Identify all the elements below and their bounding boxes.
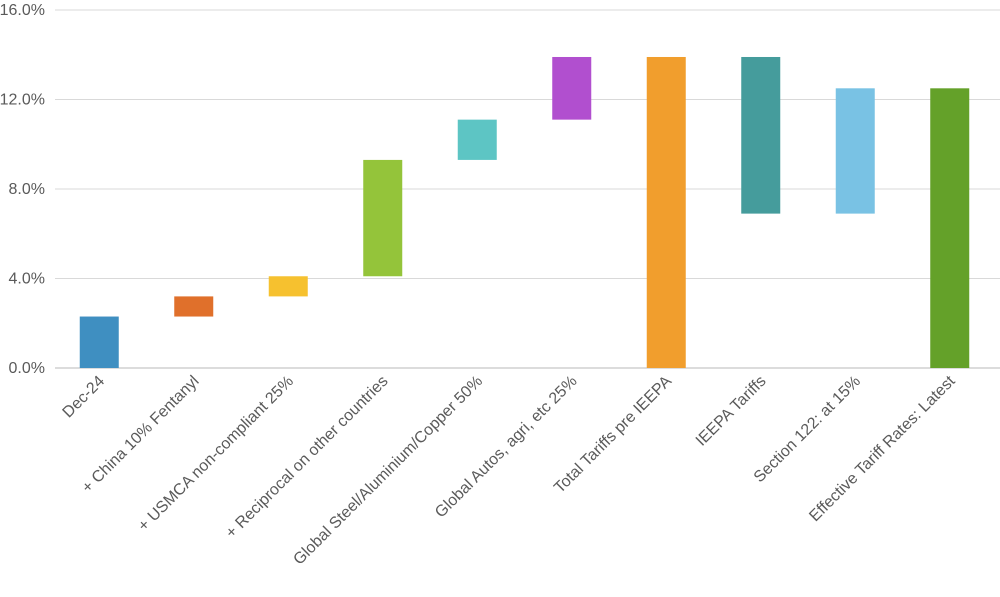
x-category-label: Section 122: at 15%: [751, 373, 864, 486]
bar: [552, 56, 592, 120]
y-tick-label: 12.0%: [0, 92, 45, 109]
bar: [174, 296, 214, 317]
bar: [835, 88, 875, 214]
y-tick-label: 4.0%: [9, 271, 45, 288]
x-category-label: + USMCA non-compliant 25%: [135, 373, 297, 535]
bar: [646, 56, 686, 369]
x-category-label: Global Steel/Aluminium/Copper 50%: [290, 373, 486, 569]
bar: [457, 119, 497, 160]
bar: [79, 316, 119, 368]
x-category-label: + Reciprocal on other countries: [223, 373, 392, 542]
x-category-label: Dec-24: [60, 373, 109, 422]
y-tick-label: 8.0%: [9, 181, 45, 198]
bar: [363, 159, 403, 277]
bars: [79, 56, 970, 369]
y-tick-label: 16.0%: [0, 2, 45, 19]
x-axis-category-labels: Dec-24+ China 10% Fentanyl+ USMCA non-co…: [60, 372, 959, 568]
y-axis-tick-labels: 0.0% 4.0% 8.0% 12.0% 16.0%: [0, 2, 45, 377]
y-tick-label: 0.0%: [9, 360, 45, 377]
bar: [268, 276, 308, 297]
bar: [930, 88, 970, 368]
x-category-label: IEEPA Tariffs: [693, 373, 770, 450]
bar: [741, 56, 781, 214]
